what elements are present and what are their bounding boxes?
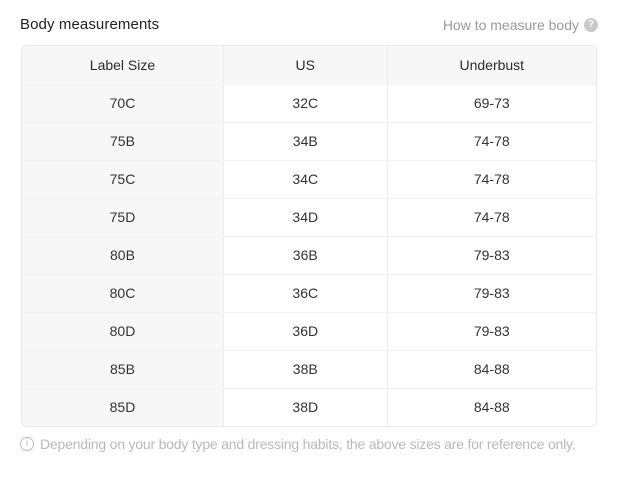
table-row: 85D 38D 84-88 — [22, 388, 596, 426]
cell-underbust: 74-78 — [387, 198, 596, 237]
column-header-underbust: Underbust — [387, 46, 596, 85]
how-to-measure-label: How to measure body — [442, 16, 579, 33]
cell-us: 36D — [223, 312, 388, 351]
cell-us: 36B — [223, 236, 388, 275]
footer-note-text: Depending on your body type and dressing… — [40, 436, 576, 452]
page-title: Body measurements — [20, 16, 160, 33]
cell-underbust: 74-78 — [387, 160, 596, 199]
question-mark-icon[interactable]: ? — [584, 17, 598, 32]
cell-us: 32C — [223, 84, 388, 123]
panel-header: Body measurements How to measure body ? — [0, 0, 618, 45]
cell-underbust: 69-73 — [387, 84, 596, 123]
cell-label-size: 85B — [22, 350, 224, 389]
table-row: 85B 38B 84-88 — [22, 350, 596, 389]
table-row: 80C 36C 79-83 — [22, 274, 596, 313]
cell-label-size: 80D — [22, 312, 224, 351]
cell-us: 38D — [223, 388, 388, 426]
info-icon: i — [20, 437, 34, 451]
column-header-label-size: Label Size — [22, 46, 224, 85]
cell-underbust: 84-88 — [387, 350, 596, 389]
cell-us: 38B — [223, 350, 388, 389]
cell-underbust: 79-83 — [387, 236, 596, 275]
cell-underbust: 74-78 — [387, 122, 596, 161]
table-row: 80B 36B 79-83 — [22, 236, 596, 275]
body-measurements-table: Label Size US Underbust 70C 32C 69-73 75… — [22, 46, 596, 426]
table-row: 75B 34B 74-78 — [22, 122, 596, 161]
cell-underbust: 84-88 — [473, 399, 510, 416]
cell-us: 34C — [223, 160, 388, 199]
cell-label-size: 75C — [22, 160, 224, 199]
table-row: 80D 36D 79-83 — [22, 312, 596, 351]
column-header-us: US — [223, 46, 388, 85]
cell-label-size: 70C — [22, 84, 224, 123]
table-row: 75D 34D 74-78 — [22, 198, 596, 237]
cell-label-size: 80C — [22, 274, 224, 313]
table-row: 70C 32C 69-73 — [22, 84, 596, 123]
cell-us: 34B — [223, 122, 388, 161]
cell-label-size: 75B — [22, 122, 224, 161]
size-table-container: Label Size US Underbust 70C 32C 69-73 75… — [21, 45, 597, 427]
table-row: 75C 34C 74-78 — [22, 160, 596, 199]
cell-us: 34D — [223, 198, 388, 237]
cell-underbust: 79-83 — [387, 312, 596, 351]
cell-label-size: 85D — [22, 388, 224, 426]
footer-note: i Depending on your body type and dressi… — [0, 436, 618, 452]
how-to-measure-link[interactable]: How to measure body ? — [443, 17, 598, 33]
cell-label-size: 80B — [22, 236, 224, 275]
cell-label-size: 75D — [22, 198, 224, 237]
cell-underbust: 79-83 — [387, 274, 596, 313]
table-header-row: Label Size US Underbust — [22, 46, 596, 85]
cell-us: 36C — [223, 274, 388, 313]
